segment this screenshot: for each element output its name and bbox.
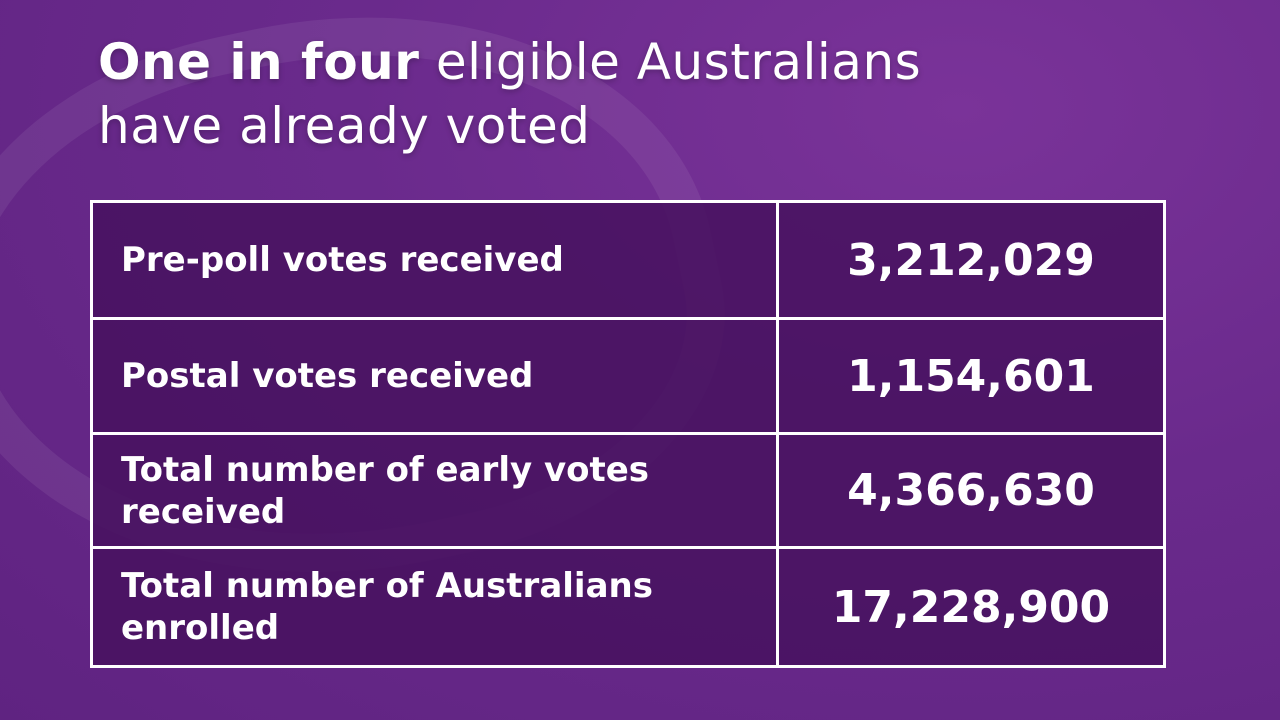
- headline: One in four eligible Australians have al…: [98, 30, 921, 158]
- headline-line2: have already voted: [98, 97, 591, 155]
- table-row: Total number of Australians enrolled 17,…: [90, 546, 1166, 668]
- row-value: 4,366,630: [776, 432, 1166, 549]
- row-label: Pre-poll votes received: [90, 200, 779, 320]
- table-row: Postal votes received 1,154,601: [90, 317, 1166, 435]
- row-label: Total number of early votes received: [90, 432, 779, 549]
- row-label: Postal votes received: [90, 317, 779, 435]
- row-value: 1,154,601: [776, 317, 1166, 435]
- row-value: 17,228,900: [776, 546, 1166, 668]
- votes-table: Pre-poll votes received 3,212,029 Postal…: [90, 200, 1166, 668]
- row-label: Total number of Australians enrolled: [90, 546, 779, 668]
- table-row: Total number of early votes received 4,3…: [90, 432, 1166, 549]
- headline-bold: One in four: [98, 33, 420, 91]
- headline-rest: eligible Australians: [419, 33, 922, 91]
- row-value: 3,212,029: [776, 200, 1166, 320]
- table-row: Pre-poll votes received 3,212,029: [90, 200, 1166, 320]
